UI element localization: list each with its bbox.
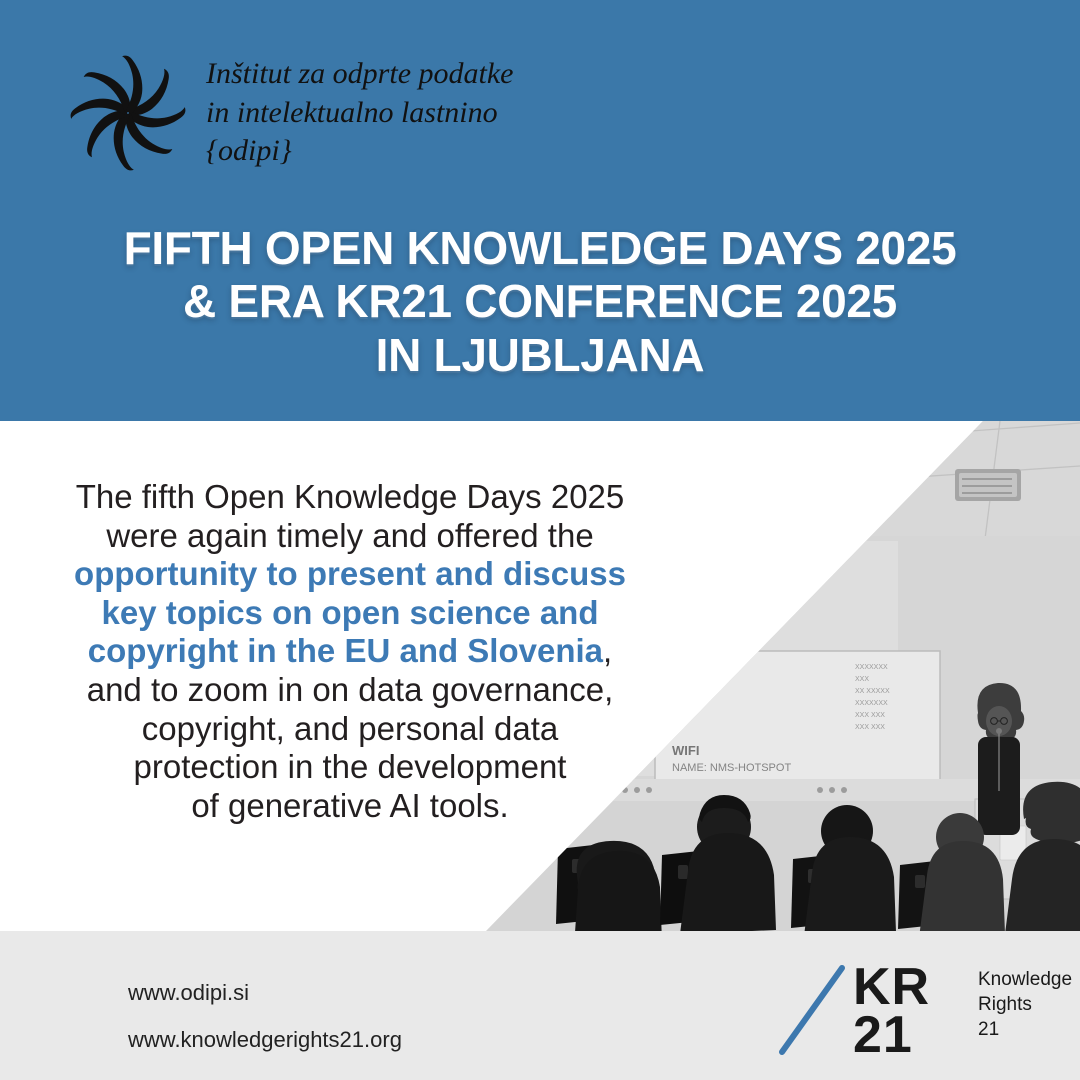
svg-text:XXXXXXX: XXXXXXX (855, 664, 888, 671)
svg-text:WIFI: WIFI (672, 743, 699, 758)
svg-text:XXXXXXX: XXXXXXX (855, 700, 888, 707)
svg-text:XXX: XXX (855, 676, 869, 683)
svg-text:XXX XXX: XXX XXX (855, 724, 885, 731)
svg-text:XX XXXXX: XX XXXXX (855, 688, 890, 695)
svg-text:NAME: NMS-HOTSPOT: NAME: NMS-HOTSPOT (672, 762, 791, 774)
svg-text:XXX XXX: XXX XXX (855, 712, 885, 719)
